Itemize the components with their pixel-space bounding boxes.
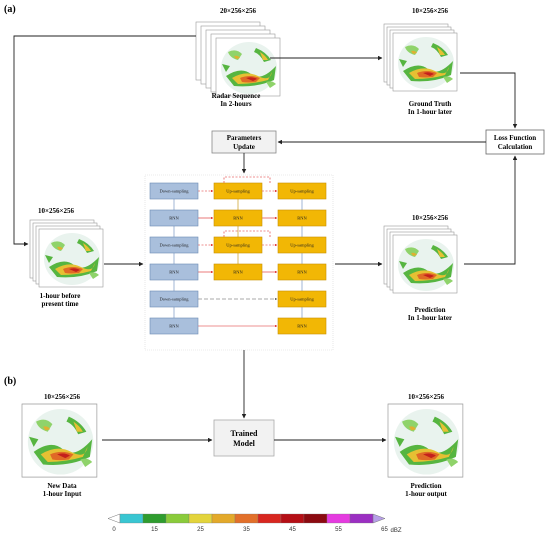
encoder-rnn-block-label: RNN	[169, 324, 179, 329]
colorbar-segment	[372, 513, 386, 524]
parameters-update-line2: Update	[233, 143, 255, 151]
encoder-rnn-block: RNN	[149, 209, 199, 227]
colorbar-segment	[211, 513, 236, 524]
up-sampling-block-label: Up-sampling	[290, 297, 314, 302]
encoder-rnn-block: RNN	[149, 317, 199, 335]
colorbar-segment	[119, 513, 144, 524]
down-sampling-block-label: Down-sampling	[160, 297, 190, 302]
ground-truth-dims: 10×256×256	[412, 7, 448, 15]
colorbar-segment	[107, 513, 121, 524]
connectors-panel-a	[13, 35, 518, 419]
colorbar-segment	[280, 513, 305, 524]
colorbar-segment	[257, 513, 282, 524]
prediction-output-subtitle: 1-hour output	[405, 490, 447, 498]
network-diagram: Down-sampling Up-sampling Up-sampling RNN RN…	[144, 174, 334, 351]
new-data-title: New Data	[47, 482, 77, 490]
down-sampling-block-label: Down-sampling	[160, 189, 190, 194]
colorbar-segment	[142, 513, 167, 524]
middle-up-sampling-block-label: Up-sampling	[226, 243, 250, 248]
new-data-dims: 10×256×256	[44, 393, 80, 401]
prediction-title: Prediction	[415, 306, 446, 314]
prediction-output-dims: 10×256×256	[408, 393, 444, 401]
colorbar-segment	[326, 513, 351, 524]
panel-a-label: (a)	[4, 4, 16, 15]
middle-up-sampling-block: Up-sampling	[213, 236, 263, 254]
colorbar-tick-label: 45	[289, 527, 296, 533]
trained-model-box	[213, 419, 275, 457]
colorbar-segment	[349, 513, 374, 524]
prediction-stack	[383, 225, 458, 294]
decoder-rnn-block-label: RNN	[297, 216, 307, 221]
middle-rnn-block-label: RNN	[233, 216, 243, 221]
prediction-output-image	[387, 403, 464, 478]
down-sampling-block: Down-sampling	[149, 236, 199, 254]
down-sampling-block: Down-sampling	[149, 182, 199, 200]
input-subtitle: present time	[42, 300, 79, 308]
prediction-dims: 10×256×256	[412, 214, 448, 222]
radar-sequence-stack	[195, 21, 281, 97]
net-skip-link	[223, 176, 271, 183]
radar-sequence-subtitle: In 2-hours	[220, 100, 252, 108]
colorbar-segment	[165, 513, 190, 524]
down-sampling-block: Down-sampling	[149, 290, 199, 308]
up-sampling-block-label: Up-sampling	[290, 243, 314, 248]
decoder-rnn-block-label: RNN	[297, 324, 307, 329]
colorbar-segment	[234, 513, 259, 524]
radar-sequence-title: Radar Sequence	[212, 92, 261, 100]
colorbar-unit: dBZ	[390, 528, 401, 534]
loss-function-line2: Calculation	[498, 143, 533, 151]
colorbar: 0 15 25 35 45 55 65	[107, 513, 388, 533]
ground-truth-stack	[383, 23, 458, 92]
up-sampling-block: Up-sampling	[277, 290, 327, 308]
loss-function-line1: Loss Function	[494, 134, 536, 142]
colorbar-tick-label: 15	[151, 527, 158, 533]
decoder-rnn-block: RNN	[277, 317, 327, 335]
decoder-rnn-block: RNN	[277, 263, 327, 281]
decoder-rnn-block: RNN	[277, 209, 327, 227]
up-sampling-block-label: Up-sampling	[290, 189, 314, 194]
loss-function-box	[485, 129, 545, 155]
new-data-image	[21, 403, 98, 478]
radar-sequence-dims: 20×256×256	[220, 7, 256, 15]
prediction-subtitle: In 1-hour later	[408, 314, 452, 322]
input-dims: 10×256×256	[38, 207, 74, 215]
encoder-rnn-block-label: RNN	[169, 270, 179, 275]
middle-up-sampling-block: Up-sampling	[213, 182, 263, 200]
parameters-update-line1: Parameters	[227, 134, 262, 142]
encoder-rnn-block: RNN	[149, 263, 199, 281]
up-sampling-block: Up-sampling	[277, 236, 327, 254]
new-data-subtitle: 1-hour Input	[43, 490, 82, 498]
middle-rnn-block: RNN	[213, 209, 263, 227]
net-skip-link	[223, 230, 271, 237]
decoder-rnn-block-label: RNN	[297, 270, 307, 275]
prediction-output-title: Prediction	[411, 482, 442, 490]
panel-b-label: (b)	[4, 376, 16, 387]
middle-rnn-block-label: RNN	[233, 270, 243, 275]
colorbar-tick-label: 55	[335, 527, 342, 533]
input-title: 1-hour before	[40, 292, 81, 300]
encoder-rnn-block-label: RNN	[169, 216, 179, 221]
ground-truth-title: Ground Truth	[409, 100, 452, 108]
colorbar-segment	[303, 513, 328, 524]
middle-up-sampling-block-label: Up-sampling	[226, 189, 250, 194]
trained-model-line1: Trained	[231, 429, 259, 438]
colorbar-tick-label: 0	[112, 527, 116, 533]
middle-rnn-block: RNN	[213, 263, 263, 281]
down-sampling-block-label: Down-sampling	[160, 243, 190, 248]
colorbar-tick-label: 25	[197, 527, 204, 533]
colorbar-segment	[188, 513, 213, 524]
colorbar-tick-label: 35	[243, 527, 250, 533]
up-sampling-block: Up-sampling	[277, 182, 327, 200]
trained-model-line2: Model	[233, 439, 256, 448]
input-stack	[29, 219, 104, 288]
colorbar-tick-label: 65	[381, 527, 388, 533]
ground-truth-subtitle: In 1-hour later	[408, 108, 452, 116]
